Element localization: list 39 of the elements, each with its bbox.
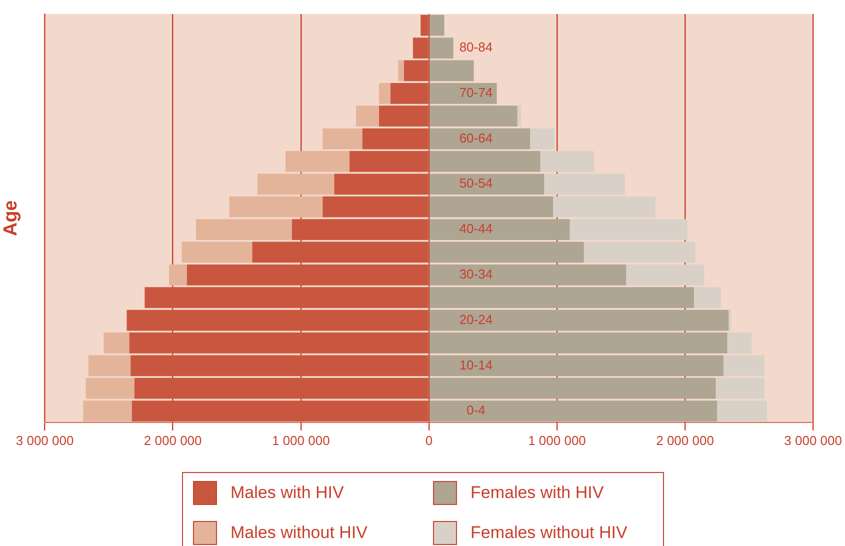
bar xyxy=(430,310,729,331)
bar xyxy=(728,310,732,331)
bar xyxy=(356,106,380,127)
x-tick-label: 3 000 000 xyxy=(16,432,74,448)
legend-label: Females with HIV xyxy=(470,483,604,503)
legend-label: Males with HIV xyxy=(230,483,344,503)
bar xyxy=(398,60,404,82)
bar xyxy=(182,242,252,263)
bar xyxy=(430,60,474,82)
y-tick-label: 0-4 xyxy=(466,402,486,418)
bar xyxy=(404,60,428,82)
bar xyxy=(530,128,554,150)
y-tick-label: 50-54 xyxy=(459,176,493,191)
bar xyxy=(362,128,428,150)
x-tick-label: 3 000 000 xyxy=(784,432,842,448)
bar xyxy=(379,82,391,104)
y-tick-label: 70-74 xyxy=(459,84,493,100)
y-tick-label: 60-64 xyxy=(459,130,493,146)
y-tick-label: 40-44 xyxy=(459,221,493,236)
legend-label: Males without HIV xyxy=(230,523,368,543)
x-tick-label: 2 000 000 xyxy=(144,432,202,448)
bar xyxy=(430,128,530,150)
bar xyxy=(430,242,584,263)
y-tick-label: 80-84 xyxy=(459,40,493,55)
y-tick-label: 30-34 xyxy=(459,266,493,282)
bar xyxy=(252,242,428,263)
x-tick-label: 2 000 000 xyxy=(656,432,714,448)
legend-label: Females without HIV xyxy=(470,523,628,543)
bar xyxy=(169,264,187,286)
bar xyxy=(584,242,696,263)
y-tick-label: 10-14 xyxy=(459,357,493,372)
bar xyxy=(126,310,428,331)
x-tick-label: 1 000 000 xyxy=(272,432,330,448)
x-tick-label: 1 000 000 xyxy=(528,432,586,448)
y-tick-label: 20-24 xyxy=(459,312,493,327)
x-tick-label: 0 xyxy=(425,432,433,448)
y-axis-title: Age xyxy=(0,200,22,236)
bar xyxy=(322,128,362,150)
bar xyxy=(517,106,522,127)
